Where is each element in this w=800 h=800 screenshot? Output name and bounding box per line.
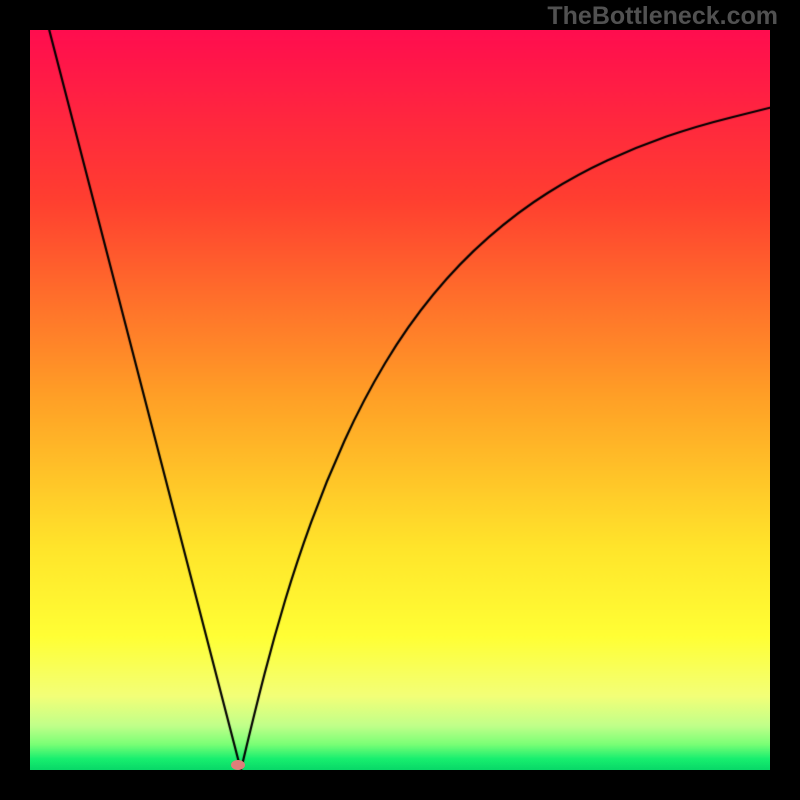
watermark-text: TheBottleneck.com xyxy=(547,2,778,31)
figure-root: TheBottleneck.com xyxy=(0,0,800,800)
bottleneck-curve xyxy=(30,30,770,770)
plot-area xyxy=(30,30,770,770)
minimum-marker xyxy=(231,760,245,770)
